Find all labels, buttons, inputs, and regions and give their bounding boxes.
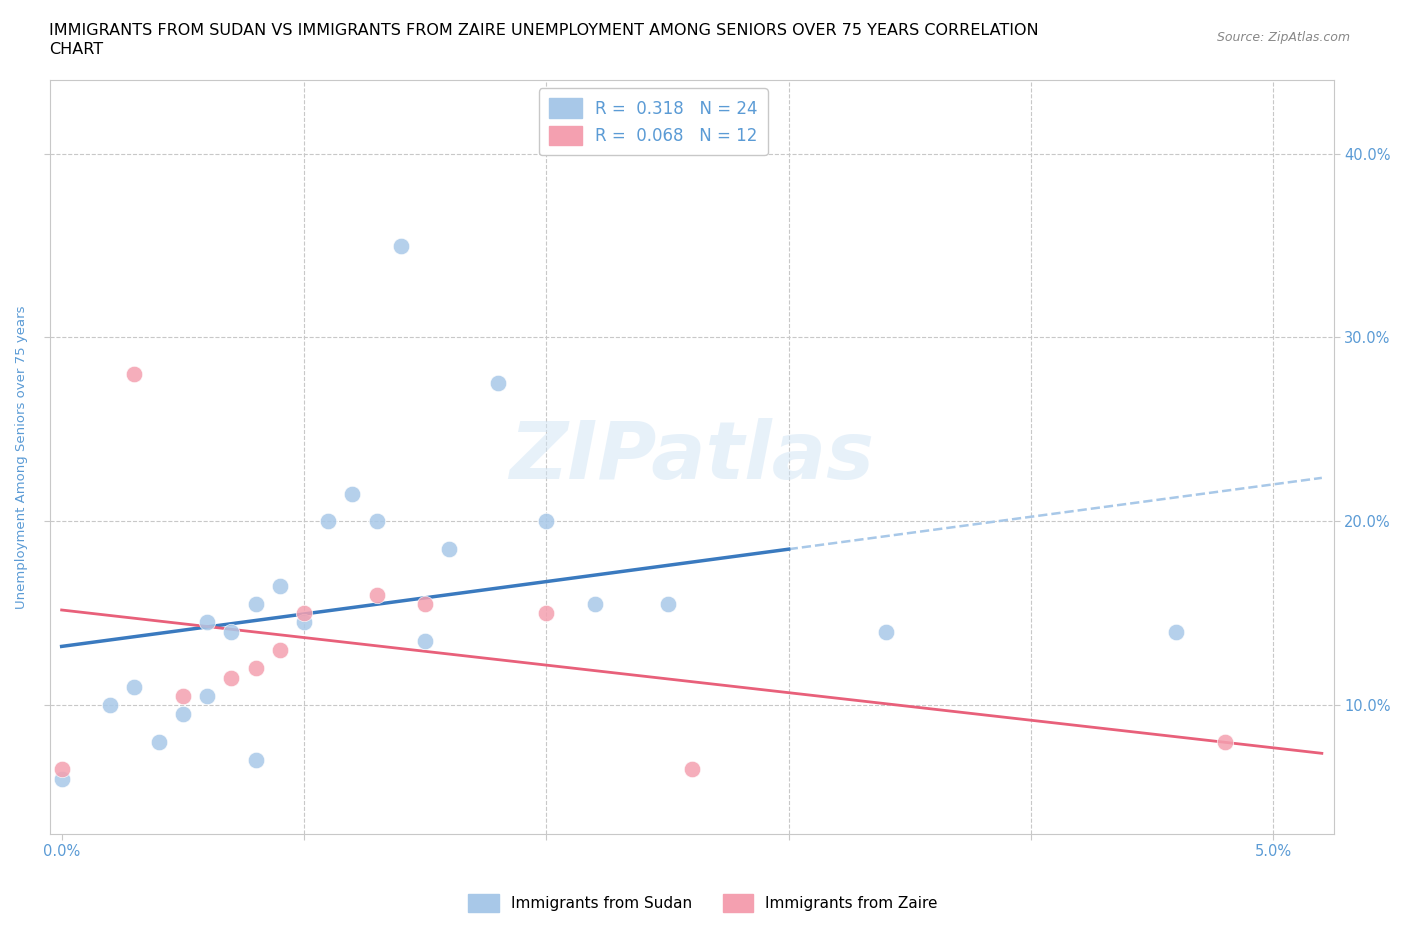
Point — [172, 688, 194, 703]
Point — [536, 605, 558, 620]
Point — [875, 624, 897, 639]
Point — [245, 752, 267, 767]
Point — [536, 514, 558, 529]
Point — [195, 688, 218, 703]
Point — [172, 707, 194, 722]
Point — [195, 615, 218, 630]
Point — [219, 624, 242, 639]
Legend: R =  0.318   N = 24, R =  0.068   N = 12: R = 0.318 N = 24, R = 0.068 N = 12 — [538, 88, 768, 155]
Point — [292, 615, 315, 630]
Point — [98, 698, 121, 712]
Point — [413, 633, 436, 648]
Point — [366, 588, 388, 603]
Point — [245, 596, 267, 611]
Point — [342, 486, 364, 501]
Point — [269, 578, 291, 593]
Point — [439, 541, 461, 556]
Point — [1166, 624, 1188, 639]
Point — [245, 661, 267, 676]
Text: IMMIGRANTS FROM SUDAN VS IMMIGRANTS FROM ZAIRE UNEMPLOYMENT AMONG SENIORS OVER 7: IMMIGRANTS FROM SUDAN VS IMMIGRANTS FROM… — [49, 23, 1039, 38]
Point — [292, 605, 315, 620]
Point — [389, 238, 412, 253]
Legend: Immigrants from Sudan, Immigrants from Zaire: Immigrants from Sudan, Immigrants from Z… — [463, 888, 943, 918]
Text: Source: ZipAtlas.com: Source: ZipAtlas.com — [1216, 31, 1350, 44]
Point — [148, 735, 170, 750]
Text: CHART: CHART — [49, 42, 103, 57]
Point — [583, 596, 606, 611]
Point — [124, 679, 146, 694]
Point — [486, 376, 509, 391]
Point — [681, 762, 703, 777]
Point — [316, 514, 339, 529]
Point — [51, 771, 73, 786]
Text: ZIPatlas: ZIPatlas — [509, 418, 875, 496]
Point — [51, 762, 73, 777]
Point — [657, 596, 679, 611]
Point — [124, 366, 146, 381]
Point — [269, 643, 291, 658]
Point — [1213, 735, 1236, 750]
Point — [413, 596, 436, 611]
Point — [219, 671, 242, 685]
Y-axis label: Unemployment Among Seniors over 75 years: Unemployment Among Seniors over 75 years — [15, 305, 28, 609]
Point — [366, 514, 388, 529]
